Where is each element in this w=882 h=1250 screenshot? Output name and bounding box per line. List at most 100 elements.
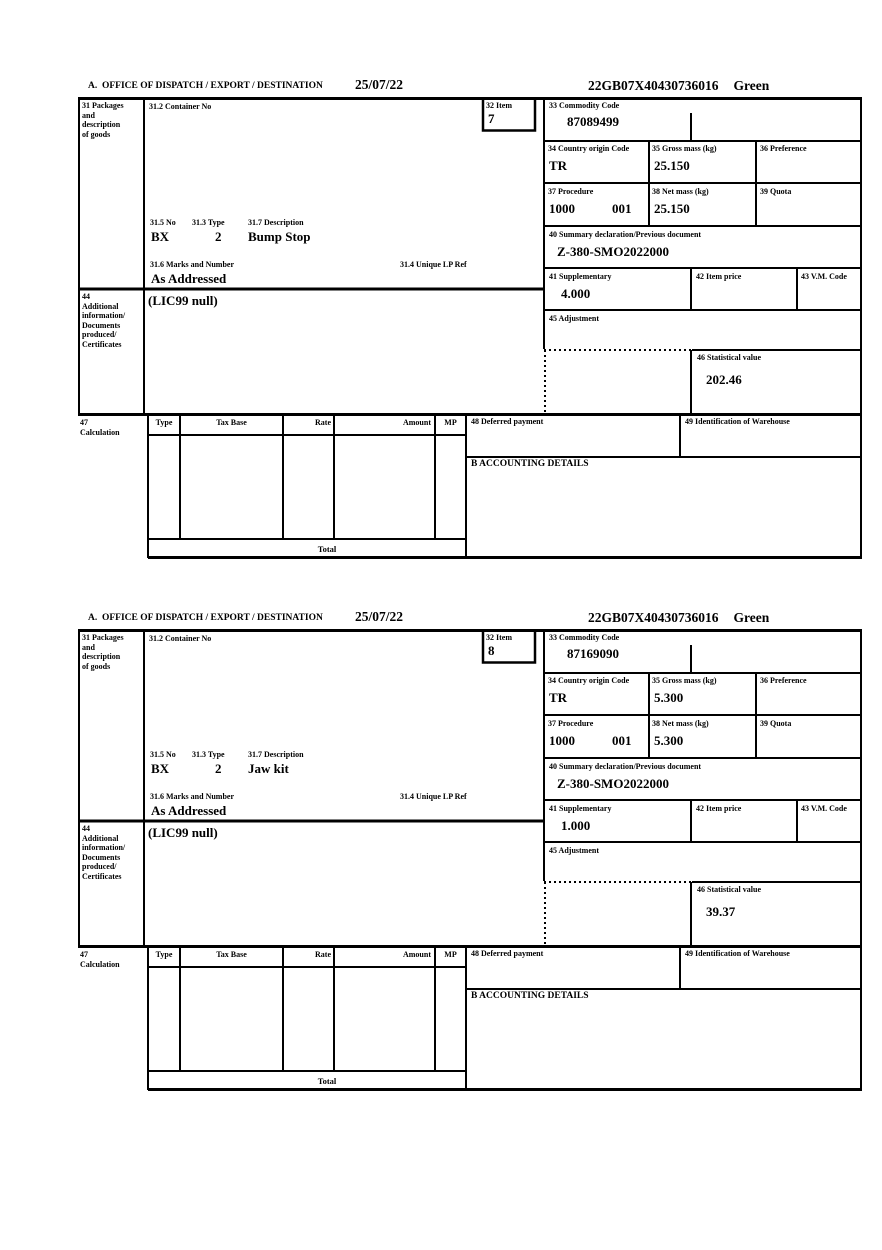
procedure-value: 1000 xyxy=(549,201,575,216)
box35-label: 35 Gross mass (kg) xyxy=(652,676,717,685)
box47-label: 47 Calculation xyxy=(80,950,120,969)
item-number-value: 8 xyxy=(488,643,495,658)
box31-2-label: 31.2 Container No xyxy=(149,634,212,643)
box43-label: 43 V.M. Code xyxy=(801,272,847,281)
summary-declaration-value: Z-380-SMO2022000 xyxy=(557,244,669,259)
box42-label: 42 Item price xyxy=(696,804,742,813)
box31-6-label: 31.6 Marks and Number xyxy=(150,260,235,269)
col-amount: Amount xyxy=(402,950,431,959)
box31-label: 31 Packages and description of goods xyxy=(82,633,124,671)
box31-5-label: 31.5 No xyxy=(150,218,176,227)
box49-label: 49 Identification of Warehouse xyxy=(685,949,790,958)
box39-label: 39 Quota xyxy=(760,187,792,196)
box45-label: 45 Adjustment xyxy=(549,314,600,323)
box31-3-label: 31.3 Type xyxy=(192,218,225,227)
mrn: 22GB07X40430736016 Green xyxy=(588,78,769,94)
summary-declaration-value: Z-380-SMO2022000 xyxy=(557,776,669,791)
box36-label: 36 Preference xyxy=(760,144,807,153)
country-origin-value: TR xyxy=(549,158,568,173)
package-code-value: BX xyxy=(151,761,170,776)
date-value: 25/07/22 xyxy=(355,77,404,92)
country-origin-value: TR xyxy=(549,690,568,705)
package-type-value: 2 xyxy=(215,761,222,776)
box40-label: 40 Summary declaration/Previous document xyxy=(549,230,702,239)
box40-label: 40 Summary declaration/Previous document xyxy=(549,762,702,771)
net-mass-value: 25.150 xyxy=(654,201,690,216)
box44-label: 44 Additional information/ Documents pro… xyxy=(82,824,126,881)
box45-label: 45 Adjustment xyxy=(549,846,600,855)
box37-label: 37 Procedure xyxy=(548,187,594,196)
total-label: Total xyxy=(317,1076,337,1086)
box38-label: 38 Net mass (kg) xyxy=(652,187,709,196)
goods-description-value: Bump Stop xyxy=(248,229,311,244)
col-rate: Rate xyxy=(315,950,331,959)
box44-label: 44 Additional information/ Documents pro… xyxy=(82,292,126,349)
box31-5-label: 31.5 No xyxy=(150,750,176,759)
box35-label: 35 Gross mass (kg) xyxy=(652,144,717,153)
commodity-code-value: 87169090 xyxy=(567,646,619,661)
box34-label: 34 Country origin Code xyxy=(548,144,630,153)
col-tax-base: Tax Base xyxy=(216,418,247,427)
box48-label: 48 Deferred payment xyxy=(471,417,544,426)
box39-label: 39 Quota xyxy=(760,719,792,728)
box31-7-label: 31.7 Description xyxy=(248,750,304,759)
col-amount: Amount xyxy=(402,418,431,427)
col-mp: MP xyxy=(444,418,457,427)
box48-label: 48 Deferred payment xyxy=(471,949,544,958)
additional-information-value: (LIC99 null) xyxy=(148,293,218,308)
box33-label: 33 Commodity Code xyxy=(549,101,620,110)
col-mp: MP xyxy=(444,950,457,959)
box31-4-label: 31.4 Unique LP Ref xyxy=(400,792,467,801)
package-type-value: 2 xyxy=(215,229,222,244)
box31-4-label: 31.4 Unique LP Ref xyxy=(400,260,467,269)
commodity-code-value: 87089499 xyxy=(567,114,619,129)
col-rate: Rate xyxy=(315,418,331,427)
box46-label: 46 Statistical value xyxy=(697,353,761,362)
procedure-suffix-value: 001 xyxy=(612,201,632,216)
mrn-number: 22GB07X40430736016 xyxy=(588,78,719,93)
box31-3-label: 31.3 Type xyxy=(192,750,225,759)
routing-status: Green xyxy=(733,610,770,625)
box47-label: 47 Calculation xyxy=(80,418,120,437)
net-mass-value: 5.300 xyxy=(654,733,684,748)
box46-label: 46 Statistical value xyxy=(697,885,761,894)
marks-and-number-value: As Addressed xyxy=(151,271,227,286)
box32-item-frame xyxy=(481,629,537,664)
mrn: 22GB07X40430736016 Green xyxy=(588,610,769,626)
box32-label: 32 Item xyxy=(486,633,512,642)
form-sheet: 31 Packages and description of goods 31.… xyxy=(78,97,862,563)
box31-6-label: 31.6 Marks and Number xyxy=(150,792,235,801)
goods-description-value: Jaw kit xyxy=(248,761,289,776)
box32-label: 32 Item xyxy=(486,101,512,110)
gross-mass-value: 25.150 xyxy=(654,158,690,173)
box38-label: 38 Net mass (kg) xyxy=(652,719,709,728)
grid-lines xyxy=(78,629,862,1091)
mrn-number: 22GB07X40430736016 xyxy=(588,610,719,625)
item-8-section: A. OFFICE OF DISPATCH / EXPORT / DESTINA… xyxy=(78,609,862,1095)
office-of-dispatch-label: A. OFFICE OF DISPATCH / EXPORT / DESTINA… xyxy=(88,613,323,623)
col-type: Type xyxy=(155,418,173,427)
col-type: Type xyxy=(155,950,173,959)
box43-label: 43 V.M. Code xyxy=(801,804,847,813)
form-header: A. OFFICE OF DISPATCH / EXPORT / DESTINA… xyxy=(78,609,862,629)
total-label: Total xyxy=(317,544,337,554)
box42-label: 42 Item price xyxy=(696,272,742,281)
supplementary-value: 1.000 xyxy=(561,818,591,833)
col-tax-base: Tax Base xyxy=(216,950,247,959)
box31-label: 31 Packages and description of goods xyxy=(82,101,124,139)
box41-label: 41 Supplementary xyxy=(549,804,612,813)
box37-label: 37 Procedure xyxy=(548,719,594,728)
box33-label: 33 Commodity Code xyxy=(549,633,620,642)
item-number-value: 7 xyxy=(488,111,495,126)
additional-information-value: (LIC99 null) xyxy=(148,825,218,840)
marks-and-number-value: As Addressed xyxy=(151,803,227,818)
item-7-section: A. OFFICE OF DISPATCH / EXPORT / DESTINA… xyxy=(78,77,862,563)
form-header: A. OFFICE OF DISPATCH / EXPORT / DESTINA… xyxy=(78,77,862,97)
box49-label: 49 Identification of Warehouse xyxy=(685,417,790,426)
box32-item-frame xyxy=(481,97,537,132)
statistical-value: 39.37 xyxy=(706,904,736,919)
box31-7-label: 31.7 Description xyxy=(248,218,304,227)
procedure-suffix-value: 001 xyxy=(612,733,632,748)
date-value: 25/07/22 xyxy=(355,609,404,624)
section-b-label: B ACCOUNTING DETAILS xyxy=(471,459,589,469)
